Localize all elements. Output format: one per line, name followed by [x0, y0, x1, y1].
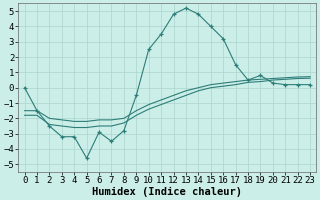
X-axis label: Humidex (Indice chaleur): Humidex (Indice chaleur) — [92, 186, 242, 197]
